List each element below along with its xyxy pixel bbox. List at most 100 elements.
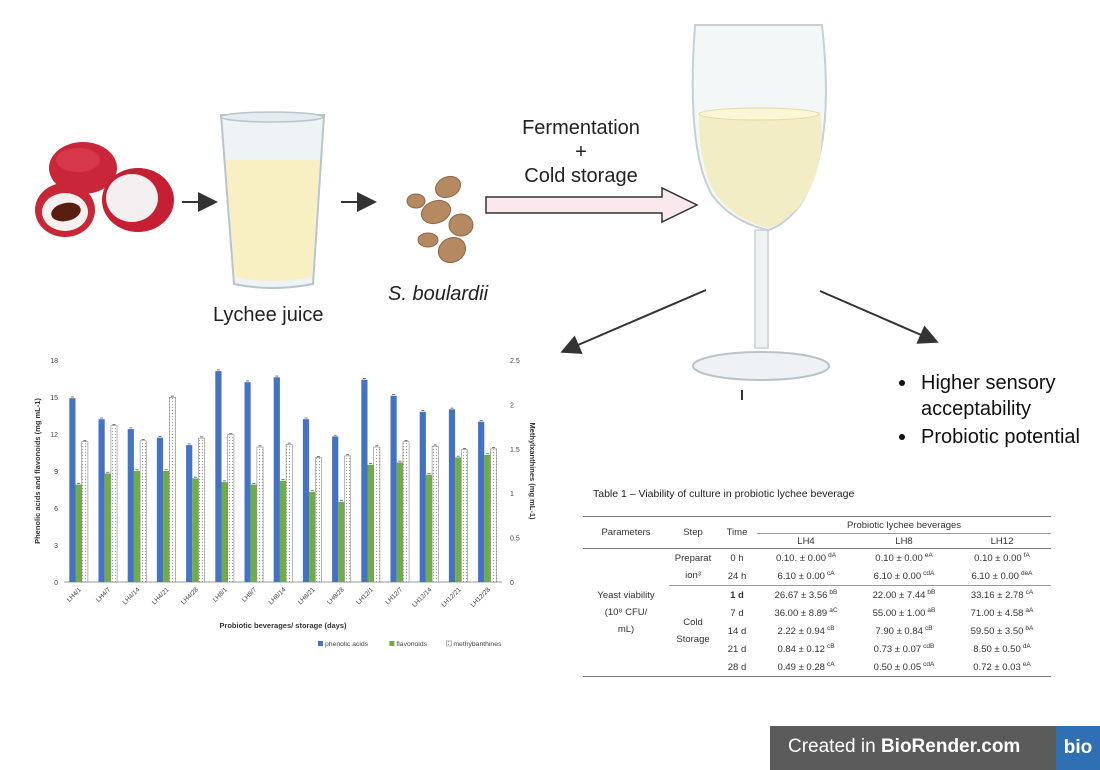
table-row: 21 d 0.84 ± 0.12 cB 0.73 ± 0.07 cdB 8.50 ±… [583,640,1051,658]
x-axis-title: Probiotic beverages/ storage (days) [219,621,347,630]
table-row: 24 h 6.10 ± 0.00 cA 6.10 ± 0.00 cdA 6.10 ±… [583,567,1051,586]
time-cell: 0 h [730,552,744,564]
biorender-logo-icon: bio [1056,726,1100,770]
table-row: 28 d 0.49 ± 0.28 cA 0.50 ± 0.05 cdA 0.72 ±… [583,658,1051,677]
value-cell: 0.73 ± 0.07 cdB [873,642,935,656]
bar-flavonoids [484,454,491,582]
bar-flavonoids [455,457,462,582]
bar-methylxanthines [81,441,89,583]
value-cell: 22.00 ± 7.44 bB [872,588,936,602]
yeast-cells-icon [406,175,474,264]
table-row: 7 d 36.00 ± 8.89 aC 55.00 ± 1.00 aB 71.00 … [583,604,1051,622]
bar-methylxanthines [227,434,235,583]
biorender-name: BioRender.com [880,736,1021,757]
process-arrow [485,186,699,224]
time-cell: 14 d [727,625,747,637]
bar-methylxanthines [314,457,322,583]
value-cell: 2.22 ± 0.94 cB [777,624,835,638]
x-tick-label: LH8/28 [326,586,346,606]
param-line: mL) [617,624,635,635]
x-tick-label: LH12/14 [411,586,434,609]
step-line: Preparat [674,553,712,564]
bar-flavonoids [250,484,257,582]
legend-label: phenolic acids [325,641,369,648]
bar-methylxanthines [256,446,264,583]
bioactive-compounds-chart: 0 3 6 9 12 15 18 0 0.5 1 1.5 2 2.5 Phenolic acids and… [33,358,537,648]
y-tick-label-right: 1 [510,491,514,498]
value-cell: 8.50 ± 0.50 dA [973,642,1031,656]
bar-methylxanthines [431,445,439,583]
y-tick-label-right: 0.5 [510,536,520,543]
wine-glass-icon [691,24,830,381]
y-tick-label-right: 2.5 [510,358,520,365]
param-cell: Yeast viability (10⁸ CFU/ mL) [583,548,669,677]
time-cell: 21 d [727,643,747,655]
y-tick-label-right: 1.5 [510,447,520,454]
x-tick-label: LH12/7 [384,586,404,606]
bar-phenolic-acids [361,379,368,582]
value-cell: 33.16 ± 2.78 cA [970,588,1034,602]
workflow-illustration [35,24,939,400]
step-line: ion³ [685,570,701,581]
bar-methylxanthines [402,441,410,583]
bar-phenolic-acids [156,437,164,582]
process-label: Fermentation + Cold storage [506,116,656,188]
y-tick-label-right: 0 [510,580,514,587]
bar-phenolic-acids [273,377,280,582]
value-cell: 0.49 ± 0.28 cA [757,658,855,677]
x-tick-label: LH8/14 [268,586,288,606]
x-tick-label: LH4/21 [151,586,171,606]
bar-flavonoids [367,464,374,582]
lychee-fruit-icon [35,142,174,237]
yeast-label: S. boulardii [388,283,489,305]
step-preparation: Preparat ion³ [669,549,717,586]
legend-swatch [318,641,323,646]
x-tick-label: LH4/1 [66,586,83,603]
header-lh4: LH4 [757,533,855,549]
x-tick-label: LH4/28 [180,586,200,606]
step-line: Cold [683,617,703,628]
y-tick-label-left: 0 [54,580,58,587]
value-cell: 0.10 ± 0.00 fA [974,551,1030,565]
legend-swatch [446,640,452,647]
header-time: Time [717,516,757,549]
table-title: Table 1 – Viability of culture in probio… [593,488,855,500]
time-cell: 7 d [730,607,744,619]
value-cell: 26.67 ± 3.56 bB [774,588,838,602]
y-axis-title-right: Methylxanthines (mg mL-1) [528,422,537,520]
biorender-text: Created in BioRender.com [788,736,1020,758]
param-line: (10⁸ CFU/ [604,607,648,618]
bar-phenolic-acids [390,395,397,582]
bar-flavonoids [221,482,228,582]
bar-methylxanthines [490,448,497,583]
time-cell: 1 d [730,589,744,601]
legend-swatch [389,641,395,646]
y-tick-label-right: 2 [510,402,514,409]
param-line: Yeast viability [597,590,655,601]
legend-label: methybanthines [453,641,502,648]
x-tick-label: LH4/7 [95,586,112,603]
bar-phenolic-acids [215,371,222,582]
legend-label: flavonoids [396,641,427,648]
y-tick-label-left: 9 [54,469,58,476]
bar-flavonoids [309,491,316,582]
bar-flavonoids [133,471,141,582]
bar-methylxanthines [373,446,381,583]
bar-phenolic-acids [448,409,456,582]
bar-flavonoids [338,501,345,582]
value-cell: 0.10. ± 0.00 dA [775,551,837,565]
created-in-text: Created in [788,736,876,757]
value-cell: 6.10 ± 0.00 deA [971,569,1033,583]
table-row: Yeast viability (10⁸ CFU/ mL) Preparat i… [583,548,1051,677]
biorender-badge[interactable]: Created in BioRender.com bio [770,726,1100,770]
step-line: Storage [676,634,710,645]
bar-phenolic-acids [186,445,193,582]
arrow-to-chart [560,289,707,354]
bar-phenolic-acids [302,419,310,582]
value-cell: 55.00 ± 1.00 aB [872,606,936,620]
bar-phenolic-acids [478,421,485,582]
table-row: 14 d 2.22 ± 0.94 cB 7.90 ± 0.84 cB 59.50 ±… [583,622,1051,640]
value-cell: 0.10 ± 0.00 eA [875,551,933,565]
arrow-to-outcomes [819,290,939,344]
x-tick-label: LH8/1 [212,586,229,603]
